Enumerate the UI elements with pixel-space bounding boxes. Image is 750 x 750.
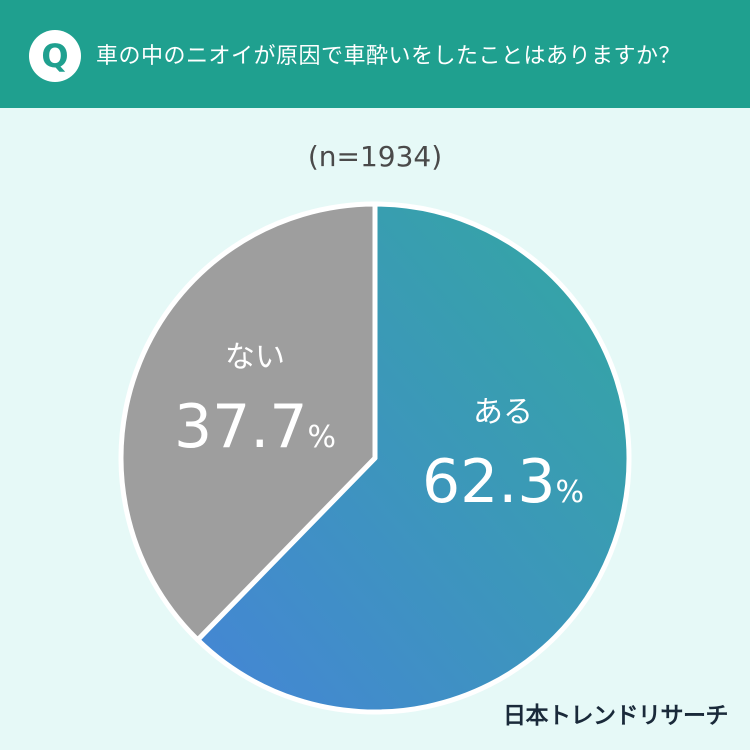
pie-slice-aru: [195, 201, 632, 715]
question-badge: Q: [29, 30, 81, 82]
brand-logo: 日本トレンドリサーチ: [503, 703, 729, 729]
slice-value: 37.7%: [174, 392, 336, 462]
sample-size: (n=1934): [307, 140, 443, 173]
slice-label: ある: [473, 395, 533, 430]
header-bar: Q 車の中のニオイが原因で車酔いをしたことはありますか？: [0, 0, 750, 108]
question-title: 車の中のニオイが原因で車酔いをしたことはありますか？: [96, 44, 682, 69]
pie-slice-nai: [118, 201, 378, 643]
slice-label: ない: [225, 340, 285, 375]
slice-value: 62.3%: [422, 447, 584, 517]
